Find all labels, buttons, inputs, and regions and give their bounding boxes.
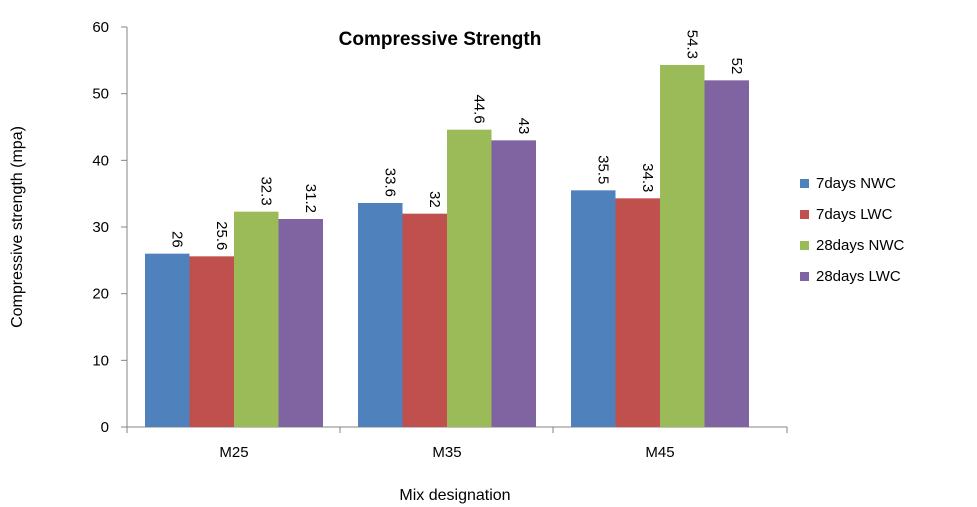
legend-label: 28days NWC (816, 237, 905, 254)
legend-swatch (800, 210, 809, 219)
y-tick-label: 50 (92, 86, 109, 103)
data-label: 35.5 (594, 155, 611, 184)
y-tick-label: 10 (92, 352, 109, 369)
data-label: 54.3 (683, 30, 700, 59)
bar (660, 65, 705, 427)
bar (278, 219, 323, 427)
x-axis-title: Mix designation (399, 487, 510, 504)
data-label: 26 (168, 231, 185, 248)
x-tick-labels: M25 M35 M45 (219, 444, 674, 461)
data-label: 52 (728, 58, 745, 75)
bar (704, 80, 749, 427)
data-label: 33.6 (381, 168, 398, 197)
bar (491, 140, 536, 428)
bar (402, 213, 447, 427)
x-tick-label: M35 (432, 444, 461, 461)
y-tick-label: 0 (101, 419, 109, 436)
y-axis-title: Compressive strength (mpa) (9, 126, 26, 328)
y-tick-label: 30 (92, 219, 109, 236)
legend-swatch (800, 241, 809, 250)
bar (189, 256, 234, 427)
legend-label: 7days LWC (816, 206, 893, 223)
data-label: 34.3 (639, 163, 656, 192)
legend-swatch (800, 272, 809, 281)
y-tick-label: 20 (92, 286, 109, 303)
x-tick-label: M45 (645, 444, 674, 461)
y-tick-label: 40 (92, 152, 109, 169)
data-label: 44.6 (470, 94, 487, 123)
bar (234, 211, 279, 427)
x-tick-label: M25 (219, 444, 248, 461)
data-label: 32 (426, 191, 443, 208)
bar (615, 198, 660, 427)
data-label: 43 (515, 118, 532, 135)
bar-series (145, 65, 749, 428)
bar (447, 129, 492, 427)
data-label: 32.3 (257, 176, 274, 205)
bar (145, 253, 190, 427)
y-tick-label: 60 (92, 19, 109, 36)
legend-label: 7days NWC (816, 175, 896, 192)
data-label: 25.6 (213, 221, 230, 250)
data-labels: 26 25.6 32.3 31.2 33.6 32 44.6 43 35.5 34.3 54.3 52 (168, 30, 745, 251)
legend-swatch (800, 179, 809, 188)
legend-label: 28days LWC (816, 268, 901, 285)
chart-title: Compressive Strength (339, 29, 542, 50)
y-tick-labels: 0 10 20 30 40 50 60 (92, 19, 109, 436)
bar (358, 203, 403, 427)
bar (571, 190, 616, 427)
data-label: 31.2 (302, 184, 319, 213)
legend: 7days NWC 7days LWC 28days NWC 28days LWC (800, 175, 905, 285)
